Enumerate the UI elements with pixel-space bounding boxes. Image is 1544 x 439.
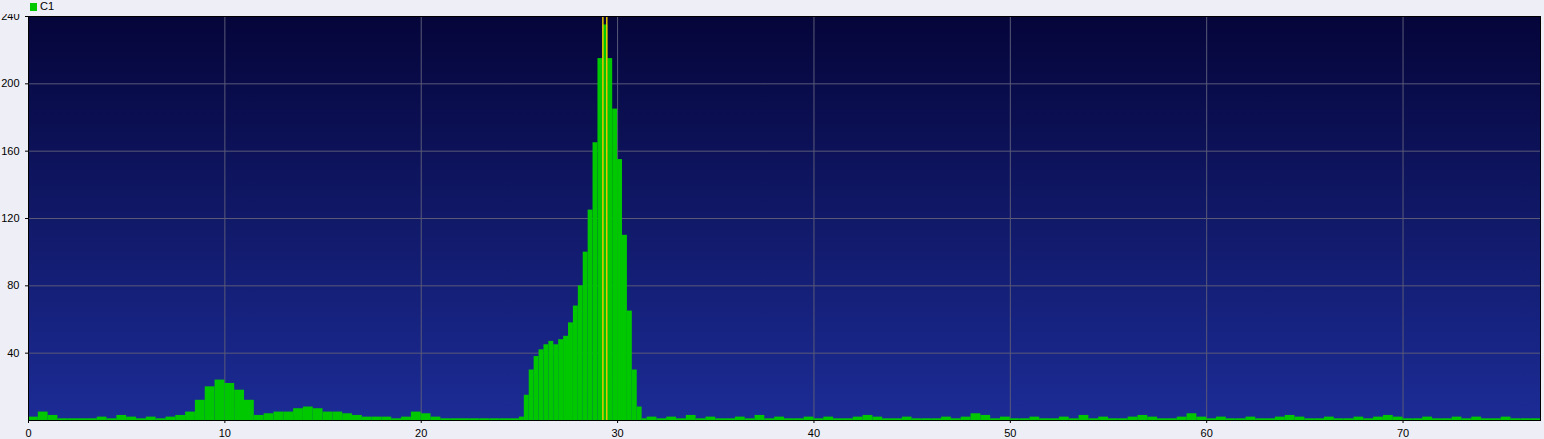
html-text:C1: C1 [40,0,55,12]
svg-text:30: 30 [611,427,623,439]
svg-text:20: 20 [415,427,427,439]
svg-text:40: 40 [808,427,820,439]
svg-text:50: 50 [1004,427,1016,439]
svg-text:40: 40 [7,347,19,359]
svg-text:160: 160 [1,145,19,157]
svg-text:200: 200 [1,77,19,89]
svg-text:70: 70 [1397,427,1409,439]
svg-text:10: 10 [219,427,231,439]
svg-text:120: 120 [1,212,19,224]
svg-text:240: 240 [1,14,19,22]
svg-text:0: 0 [25,427,31,439]
svg-text:80: 80 [7,279,19,291]
svg-text:60: 60 [1201,427,1213,439]
